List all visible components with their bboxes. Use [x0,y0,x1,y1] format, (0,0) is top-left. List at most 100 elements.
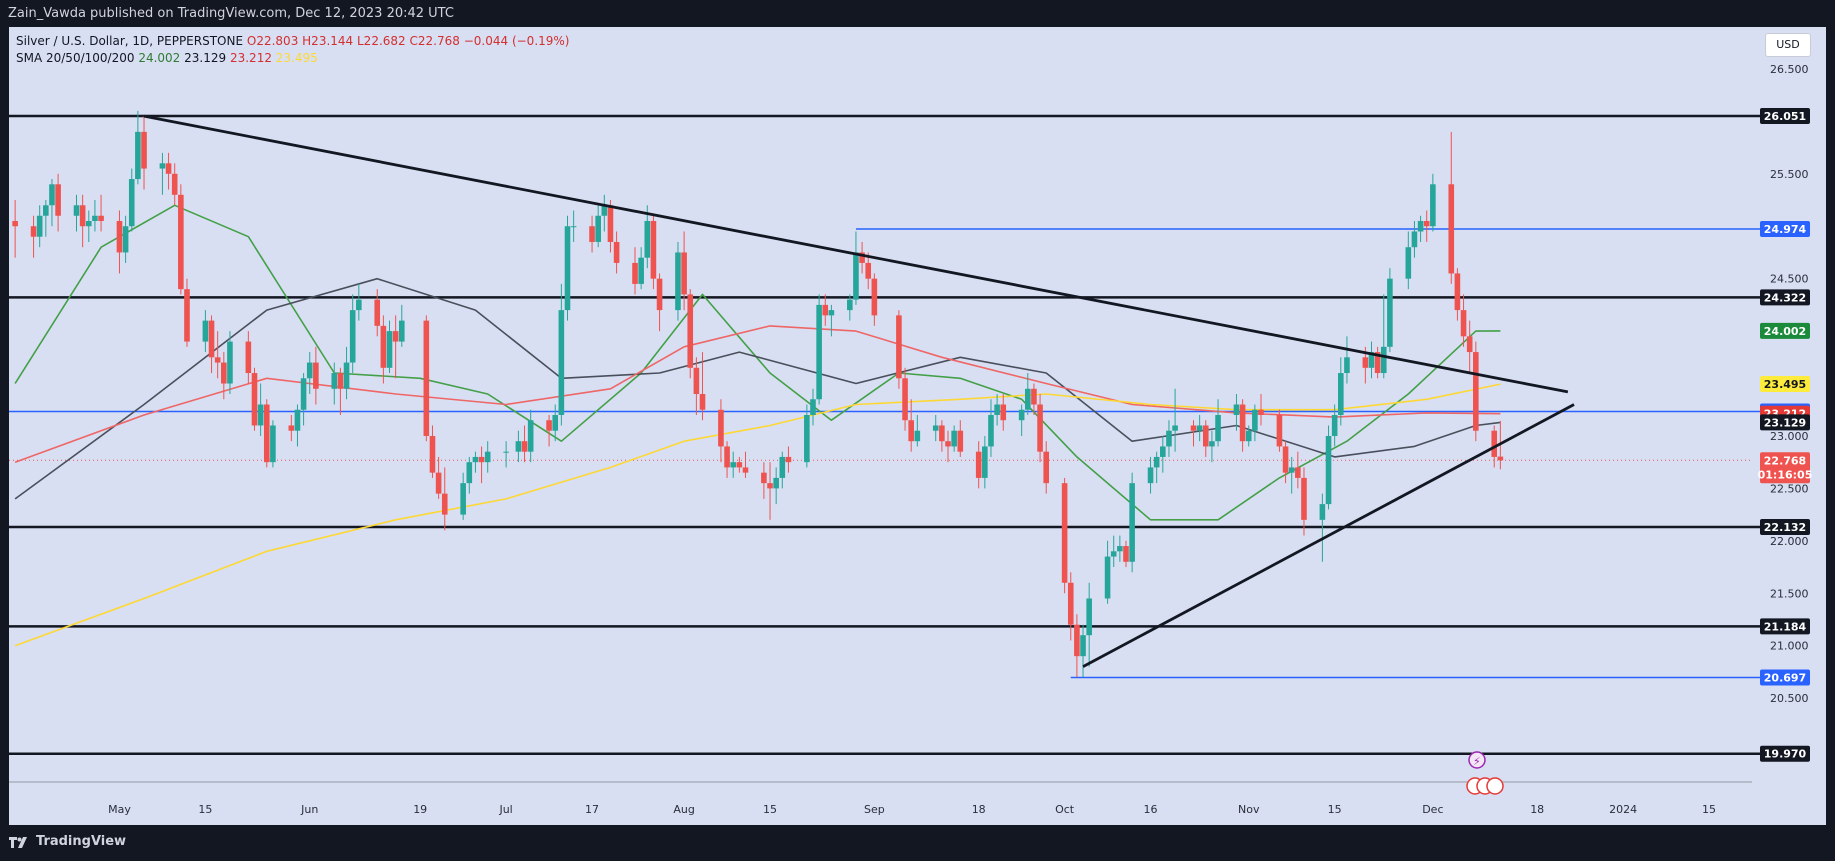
candle-body [1448,184,1455,274]
candle-body [251,373,258,426]
trendline[interactable] [143,114,1569,394]
price-chart[interactable]: 26.500 25.500 24.500 23.000 22.500 22.000 21.5… [0,27,1835,825]
price-tick-label: 21.500 [1770,587,1809,600]
candle-body [1018,409,1025,421]
event-flag-icon[interactable] [1486,777,1504,795]
sma-row: SMA 20/50/100/200 24.002 23.129 23.212 2… [16,50,569,67]
candle-body [951,430,957,447]
candle-body [306,362,313,379]
candle-body [552,414,559,431]
price-tick-label: 22.000 [1770,535,1809,548]
candle-body [270,425,276,463]
candle-body [1086,598,1092,636]
time-tick-label: 15 [1702,803,1716,816]
candle-body [294,409,301,431]
candle-body [165,163,172,174]
candle-body [1491,430,1498,457]
candle-body [1043,451,1050,484]
candle-body [484,451,491,463]
time-tick-label: 16 [1144,803,1158,816]
time-tick-label: 17 [585,803,599,816]
candle-body [466,462,473,484]
candle-body [478,456,485,463]
sma-label: SMA 20/50/100/200 [16,51,135,65]
candle-body [822,304,829,316]
horizontal-levels [9,114,1762,755]
candle-body [730,462,737,468]
candle-body [736,462,743,468]
candle-body [349,310,356,363]
candle-body [221,362,227,384]
candle-body [1337,373,1344,415]
candle-body [1061,483,1068,583]
sma100-value: 23.212 [229,51,272,65]
price-axis[interactable]: 26.500 25.500 24.500 23.000 22.500 22.000 21.5… [1770,63,1809,705]
candle-body [761,472,767,484]
price-tag-label: 24.974 [1764,223,1807,236]
candle-body [245,341,252,374]
candle-body [607,205,614,242]
candle-body [994,404,1000,415]
trendline[interactable] [1082,403,1575,668]
time-axis-background [9,782,1826,825]
price-tags: 26.05124.32222.13221.18419.97023.23324.9… [1758,108,1812,762]
price-tag-box [1760,108,1810,125]
candle-body [988,414,994,447]
candle-body [1129,483,1135,562]
candle-body [1405,247,1412,279]
candle-body [945,441,951,447]
candle-body [932,425,939,431]
candle-body [1473,352,1479,431]
tradingview-brand[interactable]: TradingView [8,834,126,849]
last-price-label: 22.768 [1764,454,1806,467]
candle-body [1166,430,1172,447]
candle-body [257,404,264,426]
time-tick-label: Sep [864,803,885,816]
publisher-text: Zain_Vawda published on TradingView.com,… [8,6,454,21]
lightning-icon: ⚡ [1473,755,1481,768]
price-tag-label: 26.051 [1764,110,1806,123]
price-tick-label: 24.500 [1770,273,1809,286]
candle-body [1233,404,1240,415]
candle-body [288,425,295,431]
candle-body [939,425,945,442]
candle-body [589,226,595,242]
candle-body [1190,425,1197,431]
time-axis[interactable]: May 15 Jun 19 Jul 17 Aug 15 Sep 18 Oct 16 Nov 15 Dec 18… [108,803,1716,816]
candle-body [1387,278,1393,347]
price-tag-box [1760,618,1810,635]
currency-button[interactable]: USD [1765,33,1811,57]
candle-body [392,331,399,342]
trendlines[interactable] [143,114,1575,668]
candle-body [1147,467,1154,484]
price-tick-label: 23.000 [1770,430,1809,443]
event-dividend-icon[interactable] [1468,751,1486,769]
candle-body [263,404,270,463]
time-tick-label: 2024 [1609,803,1637,816]
candle-body [1380,346,1387,374]
candle-body [98,215,104,221]
candle-body [546,420,552,431]
time-tick-label: 18 [1530,803,1544,816]
candle-body [343,362,350,389]
candle-body [1031,388,1037,405]
price-tag-box [1760,376,1810,393]
change-value: −0.044 (−0.19%) [463,34,570,48]
last-price-tag-box [1760,452,1810,484]
candle-body [30,226,37,237]
candle-body [1411,231,1418,248]
candle-body [1331,414,1338,436]
brand-text: TradingView [36,834,127,849]
candle-body [159,163,166,169]
candle-body [650,220,657,279]
price-tag-box [1760,414,1810,431]
candle-body [638,257,644,284]
time-tick-label: Nov [1238,803,1260,816]
candle-body [1276,414,1283,447]
candle-body [460,483,466,515]
candle-body [356,299,362,311]
candle-body [687,294,694,368]
event-markers[interactable]: ⚡ [1466,751,1504,795]
candle-body [1024,388,1031,410]
candle-body [184,289,190,342]
